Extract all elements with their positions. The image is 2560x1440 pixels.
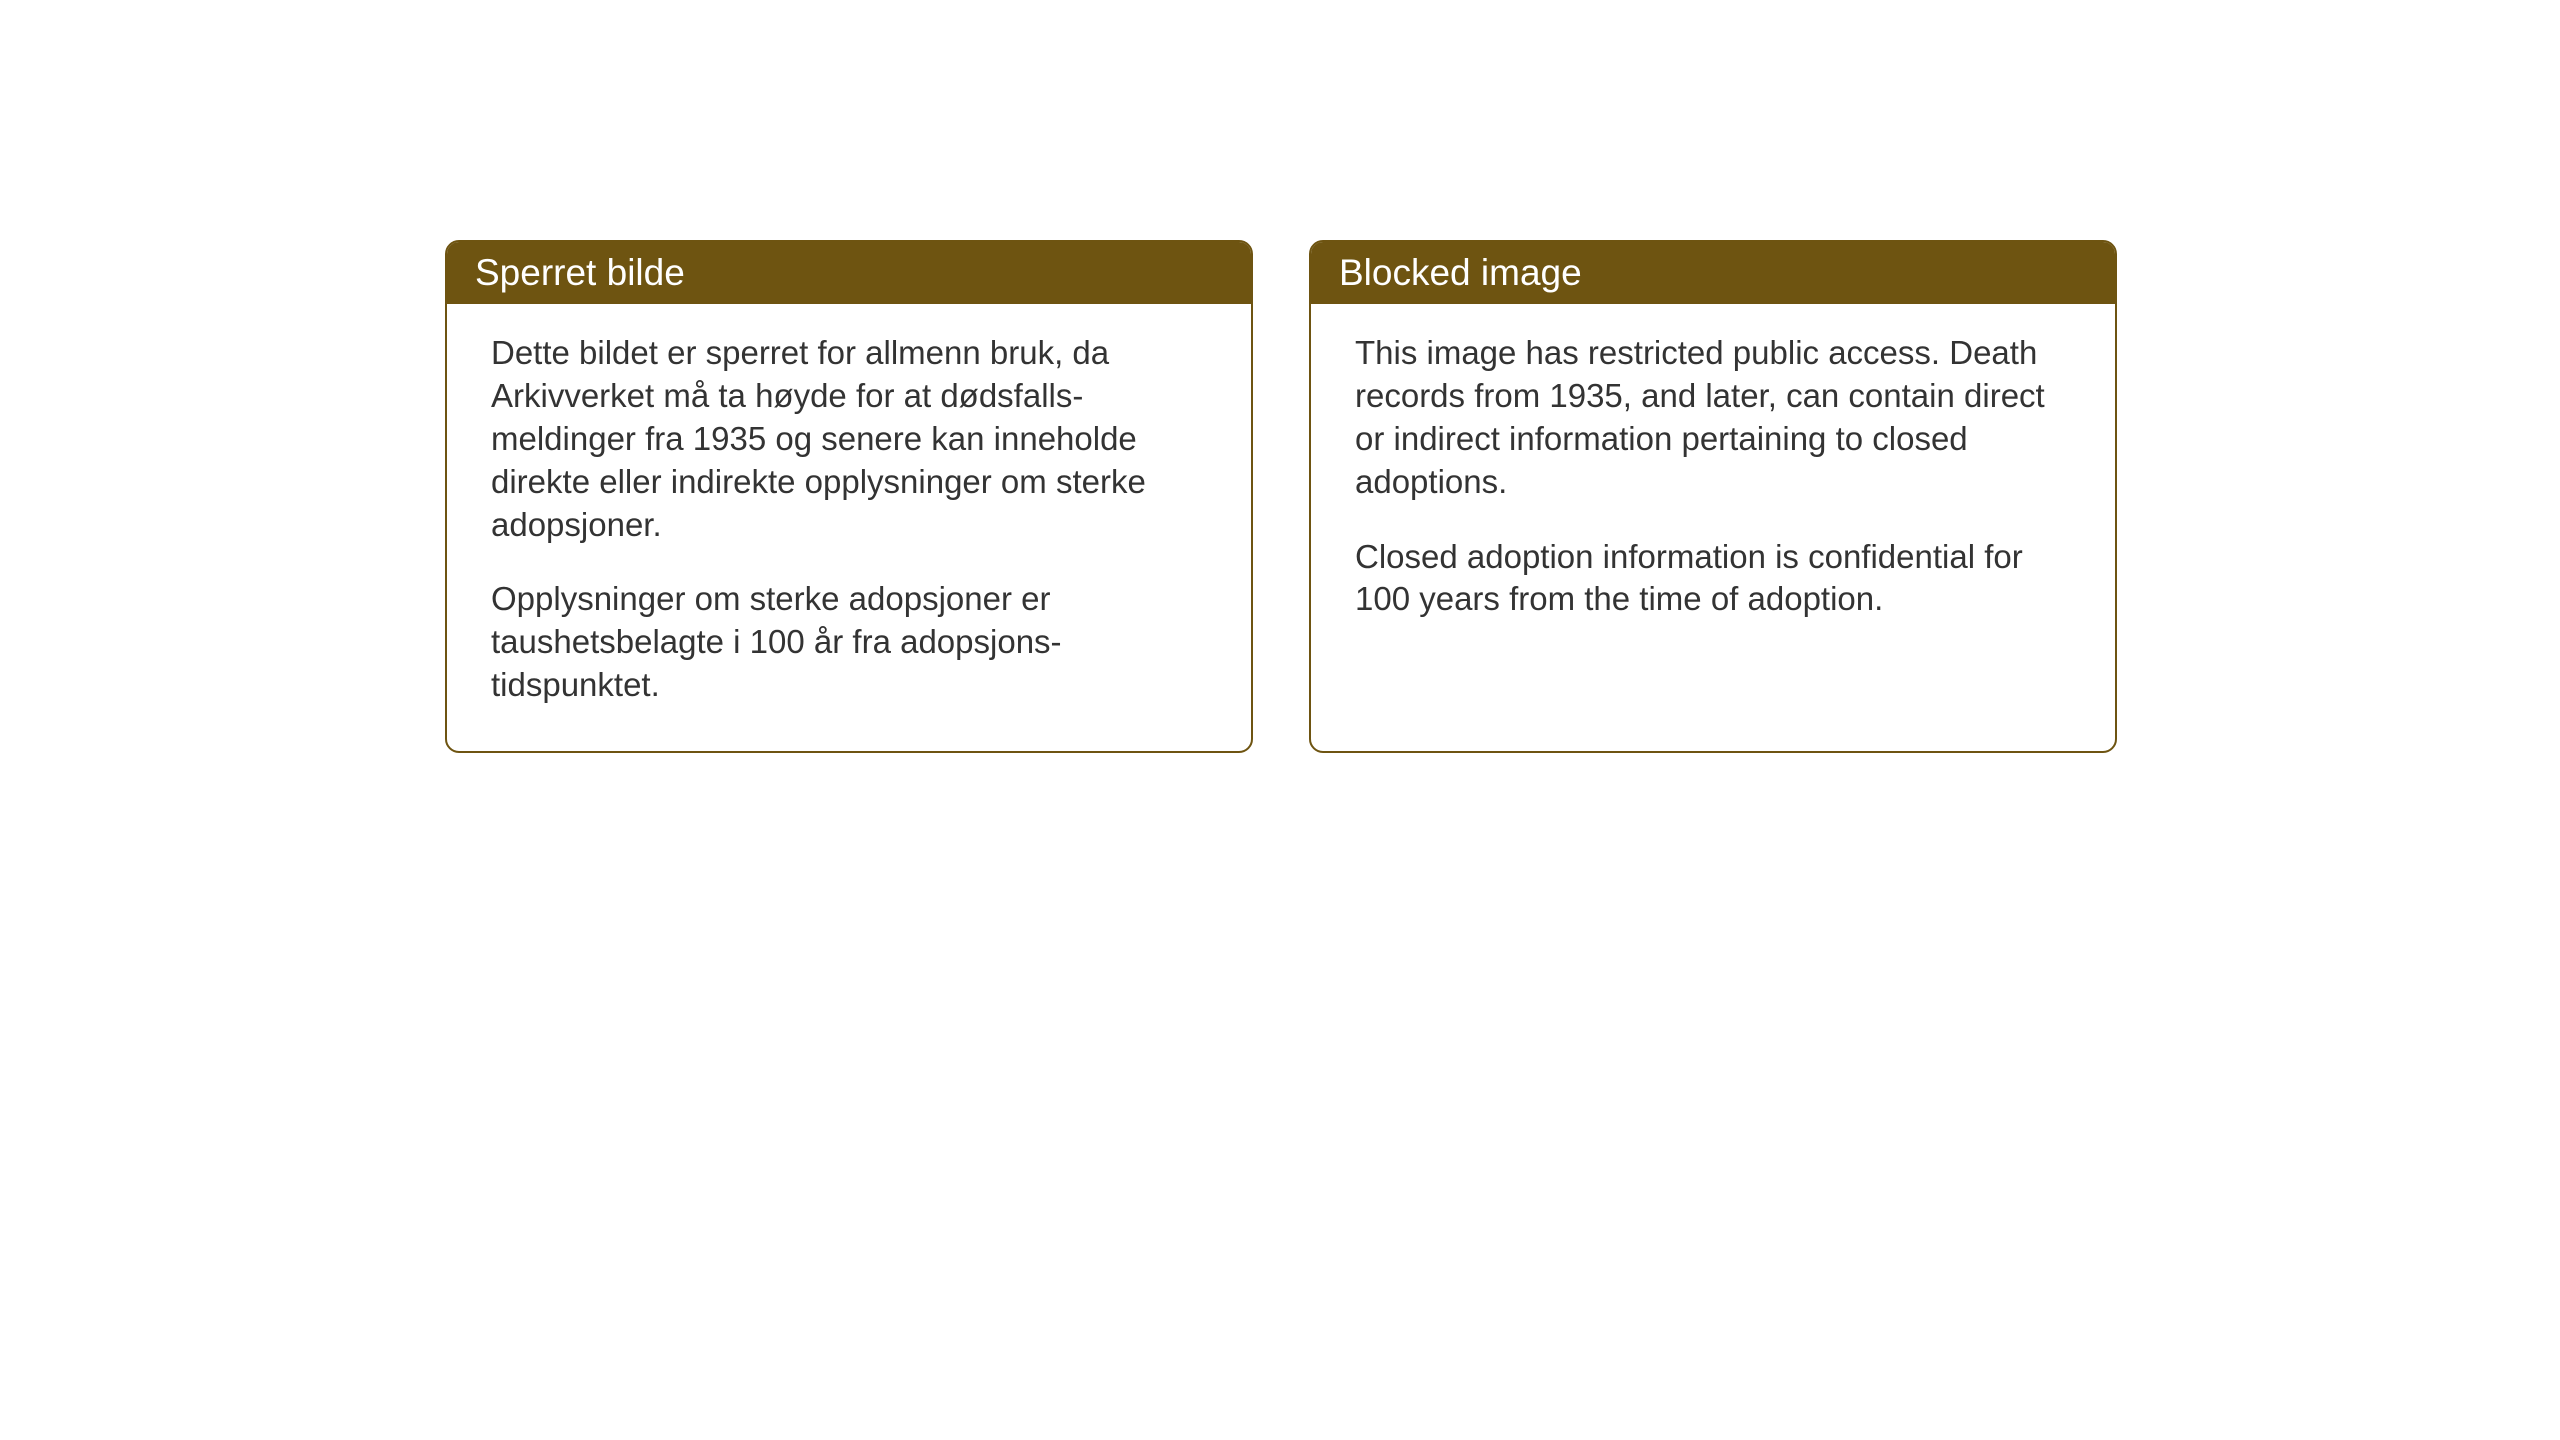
notice-paragraph: Closed adoption information is confident… [1355,536,2071,622]
notice-box-norwegian: Sperret bilde Dette bildet er sperret fo… [445,240,1253,753]
notice-body-norwegian: Dette bildet er sperret for allmenn bruk… [447,304,1251,751]
notice-container: Sperret bilde Dette bildet er sperret fo… [445,240,2117,753]
notice-title: Sperret bilde [475,252,685,293]
notice-paragraph: This image has restricted public access.… [1355,332,2071,504]
notice-body-english: This image has restricted public access.… [1311,304,2115,665]
notice-paragraph: Dette bildet er sperret for allmenn bruk… [491,332,1207,546]
notice-header-english: Blocked image [1311,242,2115,304]
notice-title: Blocked image [1339,252,1582,293]
notice-box-english: Blocked image This image has restricted … [1309,240,2117,753]
notice-header-norwegian: Sperret bilde [447,242,1251,304]
notice-paragraph: Opplysninger om sterke adopsjoner er tau… [491,578,1207,707]
